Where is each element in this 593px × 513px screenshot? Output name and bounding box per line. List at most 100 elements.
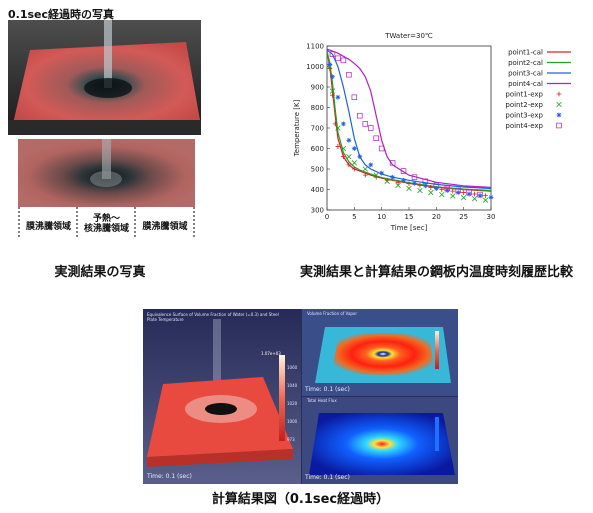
data-point-point2-exp [428,189,434,196]
x-tick-label: 10 [377,213,386,221]
data-point-point3-exp [351,146,357,151]
data-point-point4-exp [411,174,418,180]
y-tick-label: 900 [311,84,324,92]
data-point-point2-exp [335,125,341,131]
data-point-point4-exp [329,51,336,57]
legend-swatch-point4-exp [556,122,562,129]
region-film-boiling-left: 膜沸騰領域 [25,222,71,232]
data-point-point1-exp [330,92,335,98]
legend-label-point1-cal: point1-cal [508,49,543,57]
sim-heatflux-title: Total Heat Flux [307,398,337,403]
legend-swatch-point1-exp [556,91,562,97]
experiment-detail-photo [18,139,195,207]
simulation-caption: 計算結果図（0.1sec経過時） [211,492,390,507]
data-point-point3-exp [433,186,439,191]
data-point-point4-exp [362,121,369,127]
data-point-point2-exp [362,166,368,172]
temperature-chart-svg: TWater=30℃ 0 5 10 15 20 25 30 300 400 500 600 700 800… [293,32,571,232]
legend-swatch-point3-exp [556,112,562,118]
data-point-point3-exp [341,121,346,127]
sim-vapor-title: Volume Fraction of Vapor [307,311,358,316]
series-line-point4-cal [326,48,492,188]
data-point-point1-exp [428,185,434,190]
data-point-point4-exp [335,55,341,62]
data-point-point2-exp [439,191,445,198]
data-point-point4-exp [351,94,358,100]
sim-left-title: Equivalence Surface of Volume Fraction o… [147,312,279,322]
data-point-point4-exp [378,145,385,152]
temperature-chart: TWater=30℃ 0 5 10 15 20 25 30 300 400 500 600 700 800… [275,24,593,254]
data-point-point1-exp [417,183,423,188]
data-point-point3-exp [368,162,374,168]
data-point-point4-exp [357,112,363,119]
chart-title: TWater=30℃ [384,32,433,40]
data-point-point1-exp [341,154,346,160]
boiling-regions: 膜沸騰領域 予熱～ 核沸騰領域 膜沸騰領域 [18,207,195,237]
legend-label-point1-exp: point1-exp [505,91,543,99]
data-point-point1-exp [346,162,352,168]
data-point-point1-exp [461,190,467,195]
experiment-photo [8,20,201,135]
x-tick-label: 30 [487,213,496,221]
region-dividers [18,207,195,237]
data-point-point4-exp [346,71,352,78]
series-line-point3-cal [326,49,492,190]
data-point-point4-exp [455,187,461,194]
y-tick-label: 700 [311,125,324,133]
y-tick-label: 1100 [306,43,324,51]
data-point-point1-exp [332,121,338,127]
x-tick-label: 20 [432,213,441,221]
data-point-point2-exp [373,172,379,178]
data-point-point3-exp [390,174,395,180]
x-tick-label: 0 [325,213,329,221]
data-point-point4-exp [340,57,347,64]
sim-left-time: Time: 0.1 (sec) [147,473,192,480]
data-point-point1-exp [362,172,368,178]
photo-title: 0.1sec経過時の写真 [8,8,115,21]
data-point-point4-exp [373,135,379,141]
colorbar-max-label: 1.07e+03 [261,351,281,356]
data-point-point2-exp [471,196,478,202]
data-point-point3-exp [423,183,428,189]
y-tick-label: 1000 [306,63,324,71]
y-tick-label: 500 [311,166,324,174]
series-line-point2-cal [326,50,492,192]
data-point-point3-exp [379,170,385,176]
data-point-point1-exp [351,166,357,172]
y-axis-label: Temperature [K] [293,99,301,157]
data-point-point2-exp [417,187,423,194]
data-point-point4-exp [477,191,483,198]
data-point-point3-exp [477,193,483,199]
legend-label-point4-cal: point4-cal [508,80,543,88]
data-point-point4-exp [389,160,396,166]
data-point-point1-exp [439,187,445,192]
data-point-point2-exp [346,154,352,160]
data-point-point4-exp [422,178,429,185]
data-point-point2-exp [395,182,401,189]
photo-caption: 実測結果の写真 [54,265,146,280]
x-tick-label: 15 [405,213,414,221]
experiment-detail-drawing [18,139,195,207]
y-tick-label: 800 [311,104,324,112]
colorbar-tick-1020: 1020 [287,401,298,406]
data-point-point3-exp [466,191,472,197]
x-tick-label: 25 [459,213,468,221]
x-tick-label: 5 [352,213,356,221]
legend-label-point3-exp: point3-exp [505,112,543,120]
legend-label-point3-cal: point3-cal [508,70,543,78]
colorbar-tick-1060: 1060 [287,365,298,370]
sim-heatflux-time: Time: 0.1 (sec) [305,474,350,481]
data-point-point2-exp [329,88,336,94]
data-point-point4-exp [444,185,451,192]
sim-vapor-time: Time: 0.1 (sec) [305,386,350,393]
simulation-drawing [143,309,458,484]
data-point-point2-exp [406,185,412,192]
data-point-point4-exp [433,182,440,189]
colorbar-tick-1040: 1040 [287,383,298,388]
data-point-point1-exp [406,181,412,187]
data-point-point2-exp [482,197,489,203]
data-point-point2-exp [351,160,358,166]
data-point-point2-exp [340,145,347,152]
x-axis-label: Time [sec] [390,224,428,232]
legend-label-point2-cal: point2-cal [508,59,543,67]
